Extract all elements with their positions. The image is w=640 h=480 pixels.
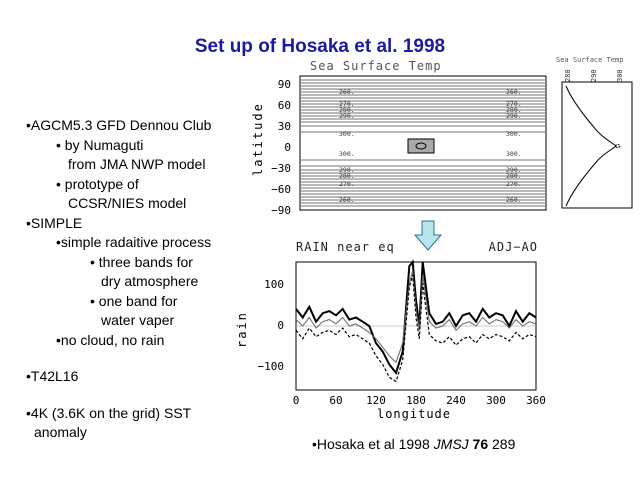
rain-xtick: 180 — [406, 394, 426, 407]
sst-map-title: Sea Surface Temp — [310, 59, 442, 73]
rain-series-thin — [295, 270, 537, 364]
sst-contour-label: 270. — [339, 100, 355, 108]
sst-contour-label: 260. — [506, 196, 522, 204]
sst-contour-label: 290. — [339, 112, 355, 120]
sst-profile-tick: 280 — [564, 69, 572, 82]
bullet-simple: •SIMPLE — [26, 214, 83, 231]
sst-contour-label: 280. — [506, 106, 522, 114]
sst-map-ylabel: latitude — [251, 102, 265, 176]
bullet-prototype-cont: CCSR/NIES model — [68, 195, 187, 211]
bullet-radiative: •simple radaitive process — [56, 234, 212, 250]
rain-xtick: 120 — [366, 394, 386, 407]
bullet-three-bands-cont: dry atmosphere — [101, 273, 199, 289]
bullet-no-cloud: •no cloud, no rain — [56, 331, 165, 348]
sst-contour-label: 300. — [506, 130, 522, 138]
rain-plot: RAIN near eq ADJ−AO rain longitude 100 0… — [235, 240, 546, 421]
rain-ytick: −100 — [258, 360, 285, 373]
rain-plot-tag: ADJ−AO — [489, 240, 538, 254]
sst-contour-label: 260. — [506, 88, 522, 96]
rain-series-group — [295, 259, 537, 383]
sst-contour-lines — [301, 79, 545, 207]
sst-profile-tick: 290 — [590, 69, 598, 82]
bullet-sst-anomaly: •4K (3.6K on the grid) SST — [26, 404, 192, 421]
sst-ytick: 60 — [278, 99, 291, 112]
bullet-resolution: •T42L16 — [26, 368, 79, 384]
sst-contour-label: 300. — [339, 130, 355, 138]
rain-plot-title: RAIN near eq — [296, 240, 395, 254]
bullet-prototype: • prototype of — [56, 175, 139, 192]
citation-prefix: •Hosaka et al 1998 — [312, 436, 434, 452]
sst-ytick: 0 — [284, 141, 291, 154]
sst-contour-label: 280. — [339, 172, 355, 180]
bullet-one-band: • one band for — [90, 292, 178, 309]
rain-xtick: 240 — [446, 394, 466, 407]
citation: •Hosaka et al 1998 JMSJ 76 289 — [312, 436, 515, 452]
bullet-list: •AGCM5.3 GFD Dennou Club • by Numaguti f… — [26, 116, 211, 443]
sst-ytick: −30 — [271, 162, 291, 175]
bullet-one-band-cont: water vaper — [101, 312, 175, 328]
bullet-sst-anomaly-cont: anomaly — [34, 424, 87, 440]
sst-contour-label: 290. — [339, 166, 355, 174]
sst-ytick: 90 — [278, 78, 291, 91]
sst-contour-label: 300. — [339, 150, 355, 158]
rain-ytick: 100 — [264, 278, 284, 291]
sst-contour-label: 260. — [339, 196, 355, 204]
citation-volume: 76 — [472, 436, 489, 452]
sst-contour-label: 270. — [339, 180, 355, 188]
sst-anomaly-center — [415, 142, 427, 150]
bullet-agcm: •AGCM5.3 GFD Dennou Club — [26, 117, 212, 133]
rain-series-dashed — [295, 274, 537, 383]
sst-contour-label: 290. — [506, 112, 522, 120]
sst-map: Sea Surface Temp latitude 90 60 30 0 −30… — [251, 59, 547, 216]
sst-anomaly-box — [407, 138, 435, 154]
sst-profile-curve — [565, 85, 617, 207]
rain-xtick: 0 — [293, 394, 300, 407]
rain-ylabel: rain — [235, 311, 249, 348]
sst-profile-frame — [561, 81, 633, 209]
rain-xtick: 300 — [486, 394, 506, 407]
rain-series-thick — [295, 259, 537, 376]
sst-contour-label: 280. — [339, 106, 355, 114]
sst-contour-label: 300. — [506, 150, 522, 158]
sst-contour-label: 260. — [339, 88, 355, 96]
bullet-numaguti: • by Numaguti — [56, 136, 144, 153]
sst-profile-anomaly — [614, 144, 621, 148]
rain-ytick: 0 — [277, 319, 284, 332]
down-arrow-icon — [413, 220, 443, 251]
citation-pages: 289 — [488, 436, 516, 452]
rain-xtick: 60 — [329, 394, 342, 407]
sst-contour-label: 270. — [506, 100, 522, 108]
slide-title: Set up of Hosaka et al. 1998 — [194, 36, 446, 57]
sst-profile-tick: 300 — [616, 69, 624, 82]
sst-profile-title: Sea Surface Temp — [556, 56, 623, 64]
sst-contour-label: 290. — [506, 166, 522, 174]
rain-xlabel: longitude — [377, 407, 451, 421]
bullet-three-bands: • three bands for — [90, 253, 193, 270]
sst-ytick: −60 — [271, 183, 291, 196]
sst-contour-label: 280. — [506, 172, 522, 180]
sst-profile: Sea Surface Temp 280 290 300 — [556, 56, 633, 209]
sst-ytick: −90 — [271, 204, 291, 216]
bullet-numaguti-cont: from JMA NWP model — [68, 156, 206, 172]
sst-contour-label: 270. — [506, 180, 522, 188]
rain-xtick: 360 — [526, 394, 546, 407]
sst-ytick: 30 — [278, 120, 291, 133]
citation-journal: JMSJ — [433, 436, 469, 452]
